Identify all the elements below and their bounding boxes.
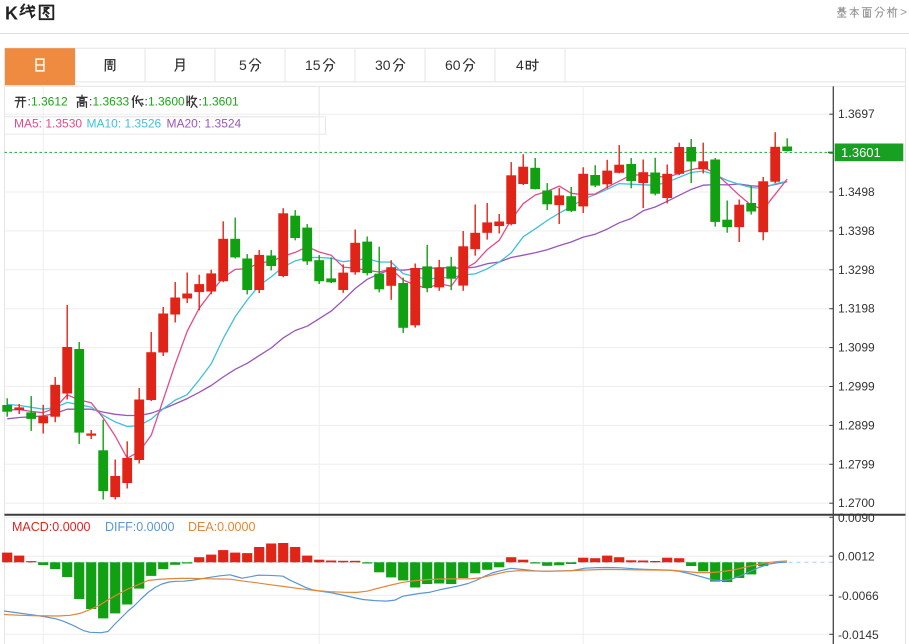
svg-text::: : <box>89 95 92 109</box>
svg-text:-0.0066: -0.0066 <box>838 589 879 603</box>
svg-text::: : <box>145 95 148 109</box>
svg-text:K: K <box>5 4 18 24</box>
svg-text:60: 60 <box>445 57 461 73</box>
svg-text:1.3601: 1.3601 <box>841 145 881 160</box>
svg-text:1.2700: 1.2700 <box>838 496 875 510</box>
svg-text:5: 5 <box>239 57 247 73</box>
svg-text::: : <box>28 95 31 109</box>
svg-text:1.3633: 1.3633 <box>93 95 130 109</box>
svg-text:1.3099: 1.3099 <box>838 341 875 355</box>
svg-text:MA20: 1.3524: MA20: 1.3524 <box>167 117 242 131</box>
svg-text:0.0012: 0.0012 <box>838 550 875 564</box>
svg-text:MACD:0.0000: MACD:0.0000 <box>12 520 91 534</box>
svg-text:DIFF:0.0000: DIFF:0.0000 <box>105 520 175 534</box>
svg-text::: : <box>199 95 202 109</box>
svg-text:1.3601: 1.3601 <box>202 95 239 109</box>
svg-text:1.3697: 1.3697 <box>838 107 875 121</box>
svg-text:30: 30 <box>375 57 391 73</box>
svg-text:15: 15 <box>305 57 321 73</box>
svg-text:>: > <box>900 5 907 19</box>
svg-text:MA5: 1.3530: MA5: 1.3530 <box>14 117 82 131</box>
svg-text:1.3298: 1.3298 <box>838 263 875 277</box>
svg-text:4: 4 <box>516 57 524 73</box>
svg-text:1.2999: 1.2999 <box>838 380 875 394</box>
svg-text:1.2899: 1.2899 <box>838 418 875 432</box>
svg-text:DEA:0.0000: DEA:0.0000 <box>188 520 255 534</box>
svg-text:1.3498: 1.3498 <box>838 185 875 199</box>
svg-text:1.3198: 1.3198 <box>838 302 875 316</box>
svg-text:MA10: 1.3526: MA10: 1.3526 <box>87 117 162 131</box>
svg-text:1.3612: 1.3612 <box>31 95 68 109</box>
svg-text:1.3398: 1.3398 <box>838 224 875 238</box>
svg-text:-0.0145: -0.0145 <box>838 628 879 642</box>
svg-text:0.0090: 0.0090 <box>838 511 875 525</box>
svg-text:1.2799: 1.2799 <box>838 457 875 471</box>
svg-text:1.3600: 1.3600 <box>148 95 185 109</box>
